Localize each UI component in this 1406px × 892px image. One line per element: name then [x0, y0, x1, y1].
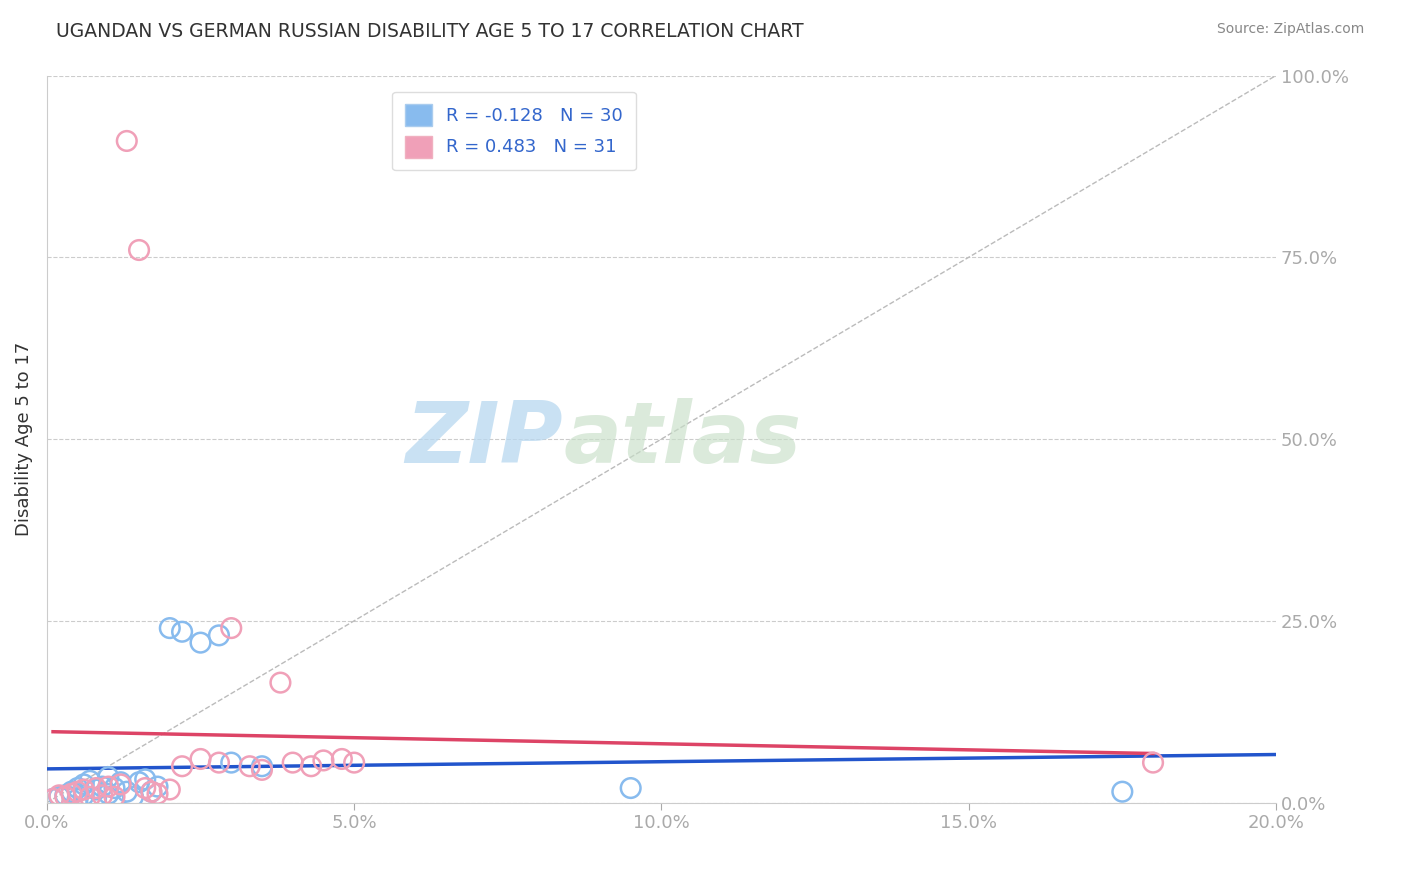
Point [73, 782, 96, 797]
Point [48, 789, 70, 804]
Point [146, 780, 169, 794]
Point [620, 780, 643, 795]
Point [250, 763, 273, 777]
Point [91, 780, 114, 794]
Point [60, 787, 83, 801]
Point [73, 789, 96, 803]
Point [84, 792, 107, 806]
Point [60, 785, 83, 799]
Point [219, 756, 242, 770]
Point [97, 787, 120, 801]
Point [53, 789, 76, 803]
Point [141, 785, 163, 799]
Point [1142, 756, 1164, 770]
Point [79, 789, 101, 804]
Point [312, 753, 335, 767]
Point [73, 777, 96, 791]
Point [172, 759, 194, 773]
Legend: R = -0.128   N = 30, R = 0.483   N = 31: R = -0.128 N = 30, R = 0.483 N = 31 [392, 92, 636, 170]
Point [128, 775, 150, 789]
Point [103, 789, 125, 804]
Point [1111, 785, 1133, 799]
Point [66, 785, 89, 799]
Point [84, 780, 107, 795]
Point [91, 789, 114, 803]
Point [190, 635, 212, 649]
Point [42, 792, 65, 806]
Point [110, 775, 132, 789]
Point [97, 770, 120, 784]
Point [48, 789, 70, 803]
Point [84, 782, 107, 797]
Point [66, 792, 89, 806]
Point [115, 785, 138, 799]
Point [208, 628, 231, 642]
Point [343, 756, 366, 770]
Point [208, 756, 231, 770]
Point [134, 772, 156, 787]
Y-axis label: Disability Age 5 to 17: Disability Age 5 to 17 [15, 342, 32, 536]
Point [159, 782, 181, 797]
Point [66, 780, 89, 795]
Point [122, 789, 145, 804]
Point [103, 780, 125, 795]
Point [53, 789, 76, 804]
Text: ZIP: ZIP [405, 398, 562, 481]
Point [128, 243, 150, 257]
Text: atlas: atlas [562, 398, 801, 481]
Text: Source: ZipAtlas.com: Source: ZipAtlas.com [1216, 22, 1364, 37]
Text: UGANDAN VS GERMAN RUSSIAN DISABILITY AGE 5 TO 17 CORRELATION CHART: UGANDAN VS GERMAN RUSSIAN DISABILITY AGE… [56, 22, 804, 41]
Point [79, 773, 101, 788]
Point [146, 787, 169, 801]
Point [141, 785, 163, 799]
Point [239, 759, 262, 773]
Point [172, 624, 194, 639]
Point [219, 621, 242, 635]
Point [97, 780, 120, 794]
Point [330, 752, 353, 766]
Point [134, 780, 156, 795]
Point [281, 756, 304, 770]
Point [250, 759, 273, 773]
Point [190, 752, 212, 766]
Point [159, 621, 181, 635]
Point [269, 675, 291, 690]
Point [110, 777, 132, 791]
Point [42, 792, 65, 806]
Point [299, 759, 322, 773]
Point [115, 134, 138, 148]
